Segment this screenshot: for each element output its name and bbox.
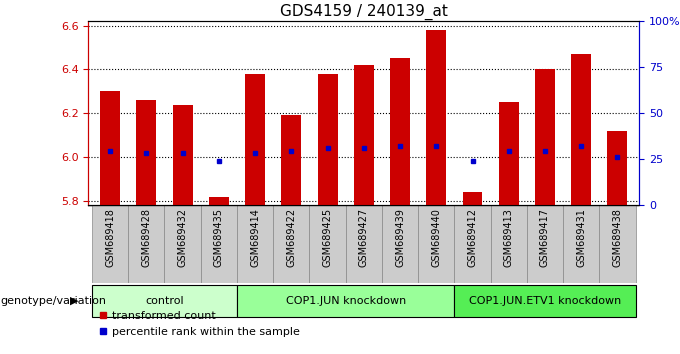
Bar — [209, 196, 228, 205]
Text: GSM689428: GSM689428 — [141, 208, 152, 267]
Text: GSM689412: GSM689412 — [468, 208, 477, 267]
Bar — [245, 74, 265, 205]
Bar — [273, 205, 309, 283]
Bar — [137, 100, 156, 205]
Bar — [201, 205, 237, 283]
Text: GSM689413: GSM689413 — [504, 208, 514, 267]
Bar — [535, 69, 555, 205]
Bar — [92, 205, 129, 283]
Text: genotype/variation: genotype/variation — [0, 296, 106, 306]
Bar — [237, 285, 454, 317]
Bar — [454, 205, 491, 283]
Text: GSM689440: GSM689440 — [431, 208, 441, 267]
Text: GSM689414: GSM689414 — [250, 208, 260, 267]
Bar — [309, 205, 345, 283]
Text: GSM689438: GSM689438 — [613, 208, 622, 267]
Bar — [527, 205, 563, 283]
Bar — [92, 285, 237, 317]
Text: GSM689435: GSM689435 — [214, 208, 224, 267]
Bar — [607, 131, 628, 205]
Text: GSM689418: GSM689418 — [105, 208, 115, 267]
Text: GSM689425: GSM689425 — [322, 208, 333, 267]
Title: GDS4159 / 240139_at: GDS4159 / 240139_at — [280, 4, 447, 20]
Bar — [129, 205, 165, 283]
Bar — [491, 205, 527, 283]
Bar — [418, 205, 454, 283]
Bar — [599, 205, 636, 283]
Bar — [318, 74, 337, 205]
Bar — [165, 205, 201, 283]
Bar — [571, 54, 591, 205]
Text: GSM689432: GSM689432 — [177, 208, 188, 267]
Bar — [354, 65, 374, 205]
Text: GSM689431: GSM689431 — [576, 208, 586, 267]
Bar — [499, 102, 519, 205]
Text: ▶: ▶ — [70, 296, 78, 306]
Text: GSM689427: GSM689427 — [359, 208, 369, 267]
Bar — [382, 205, 418, 283]
Bar — [173, 104, 192, 205]
Text: GSM689439: GSM689439 — [395, 208, 405, 267]
Text: COP1.JUN knockdown: COP1.JUN knockdown — [286, 296, 406, 306]
Text: control: control — [146, 296, 184, 306]
Bar — [390, 58, 410, 205]
Bar — [426, 30, 446, 205]
Bar — [563, 205, 599, 283]
Bar — [462, 192, 483, 205]
Bar — [345, 205, 382, 283]
Bar — [282, 115, 301, 205]
Bar — [237, 205, 273, 283]
Text: GSM689417: GSM689417 — [540, 208, 550, 267]
Bar — [100, 91, 120, 205]
Legend: transformed count, percentile rank within the sample: transformed count, percentile rank withi… — [94, 307, 304, 341]
Text: GSM689422: GSM689422 — [286, 208, 296, 267]
Bar — [454, 285, 636, 317]
Text: COP1.JUN.ETV1 knockdown: COP1.JUN.ETV1 knockdown — [469, 296, 621, 306]
